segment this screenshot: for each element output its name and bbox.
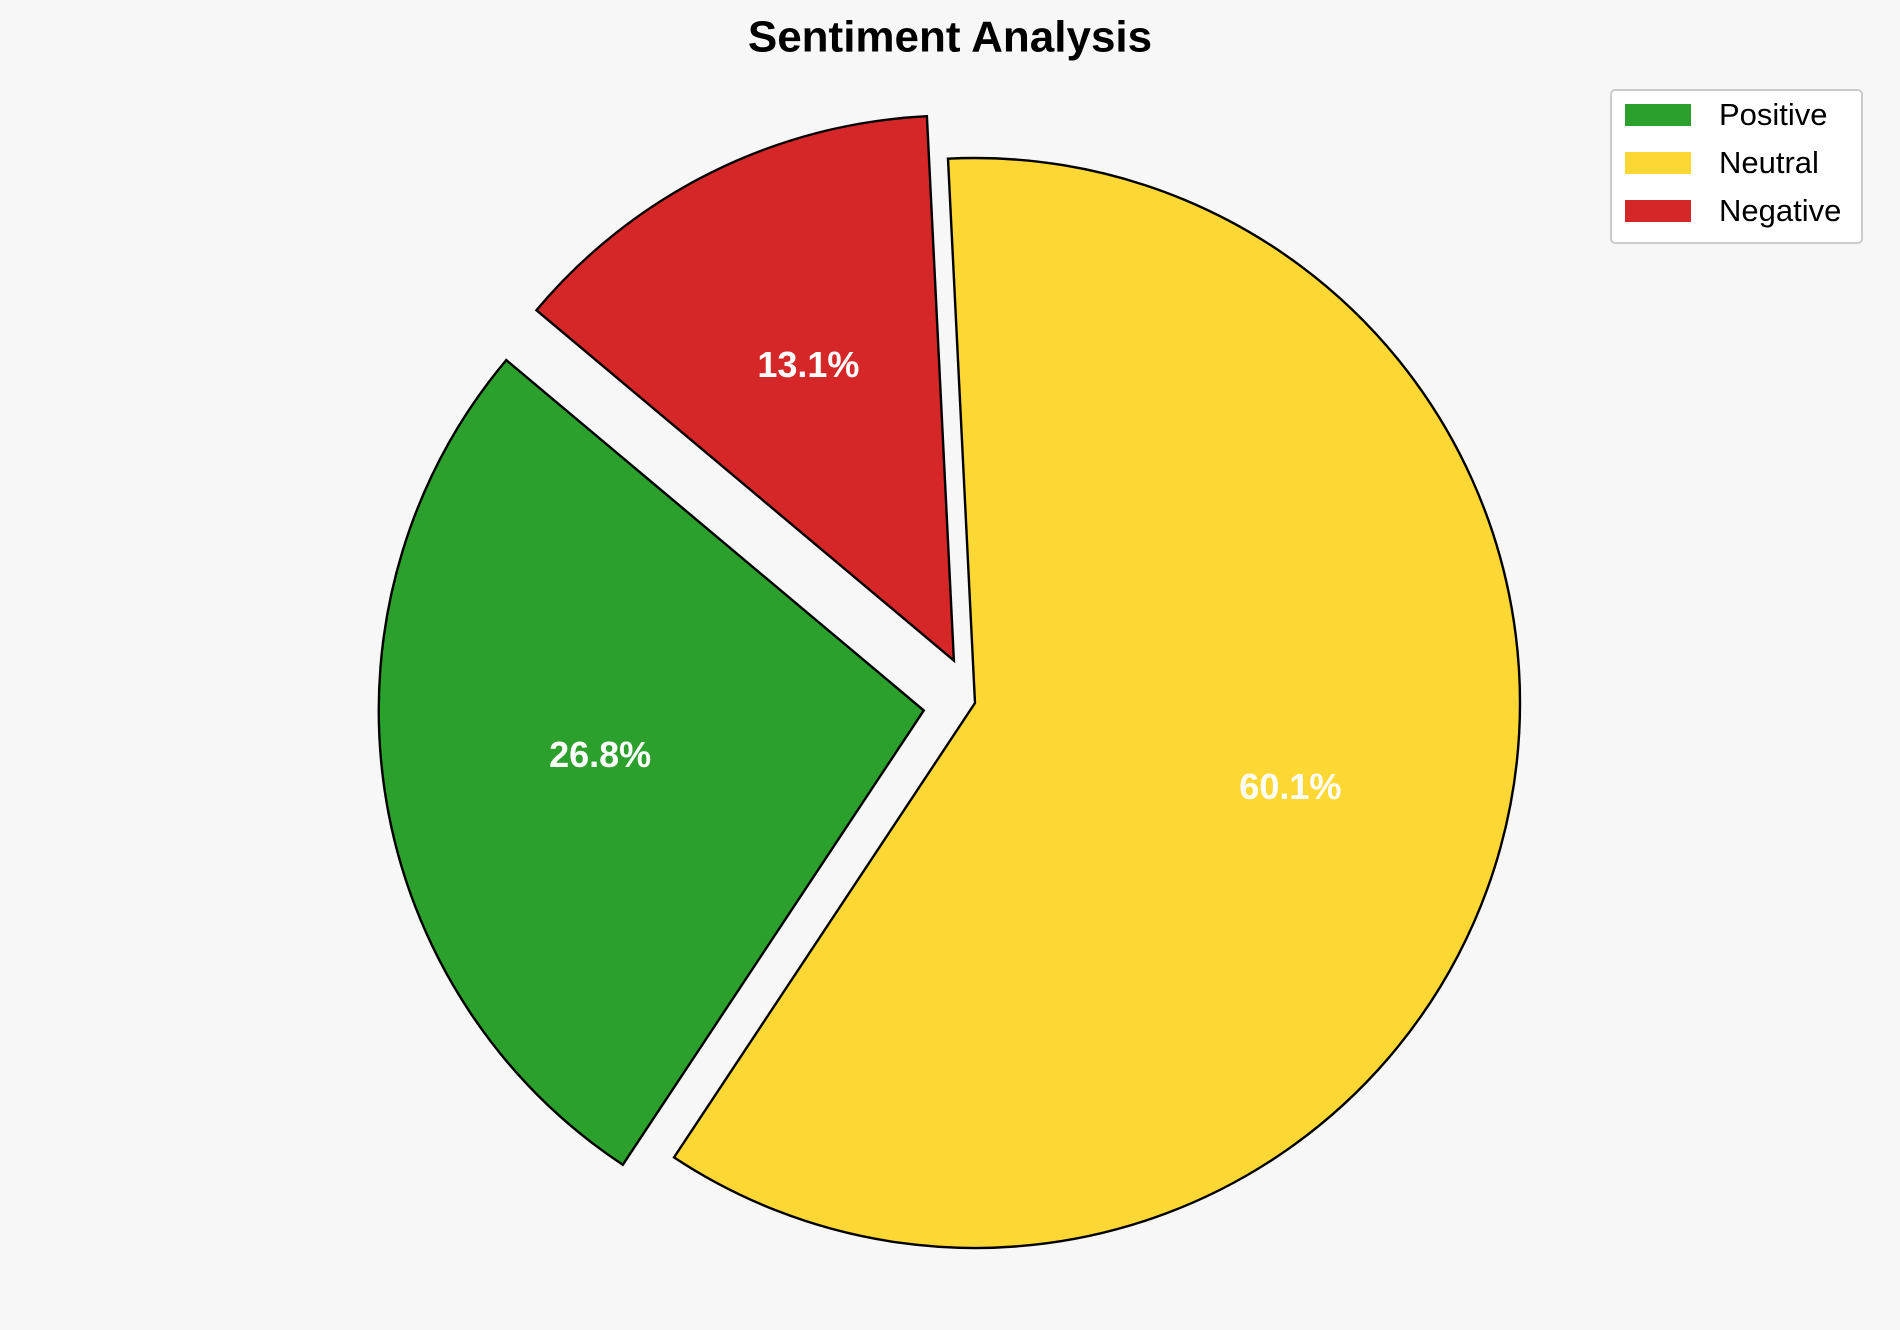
pie-slice [377,358,926,1167]
legend-swatch [1625,104,1691,126]
legend-swatch [1625,152,1691,174]
legend-label: Positive [1719,97,1828,132]
pie-slice [534,114,956,664]
legend-label: Neutral [1719,145,1819,180]
pie-slice [672,156,1522,1250]
slice-label: 60.1% [1239,766,1341,807]
legend-swatch [1625,200,1691,222]
slice-label: 13.1% [757,344,859,385]
chart-title: Sentiment Analysis [748,13,1152,62]
legend-label: Negative [1719,193,1841,228]
slice-label: 26.8% [549,734,651,775]
